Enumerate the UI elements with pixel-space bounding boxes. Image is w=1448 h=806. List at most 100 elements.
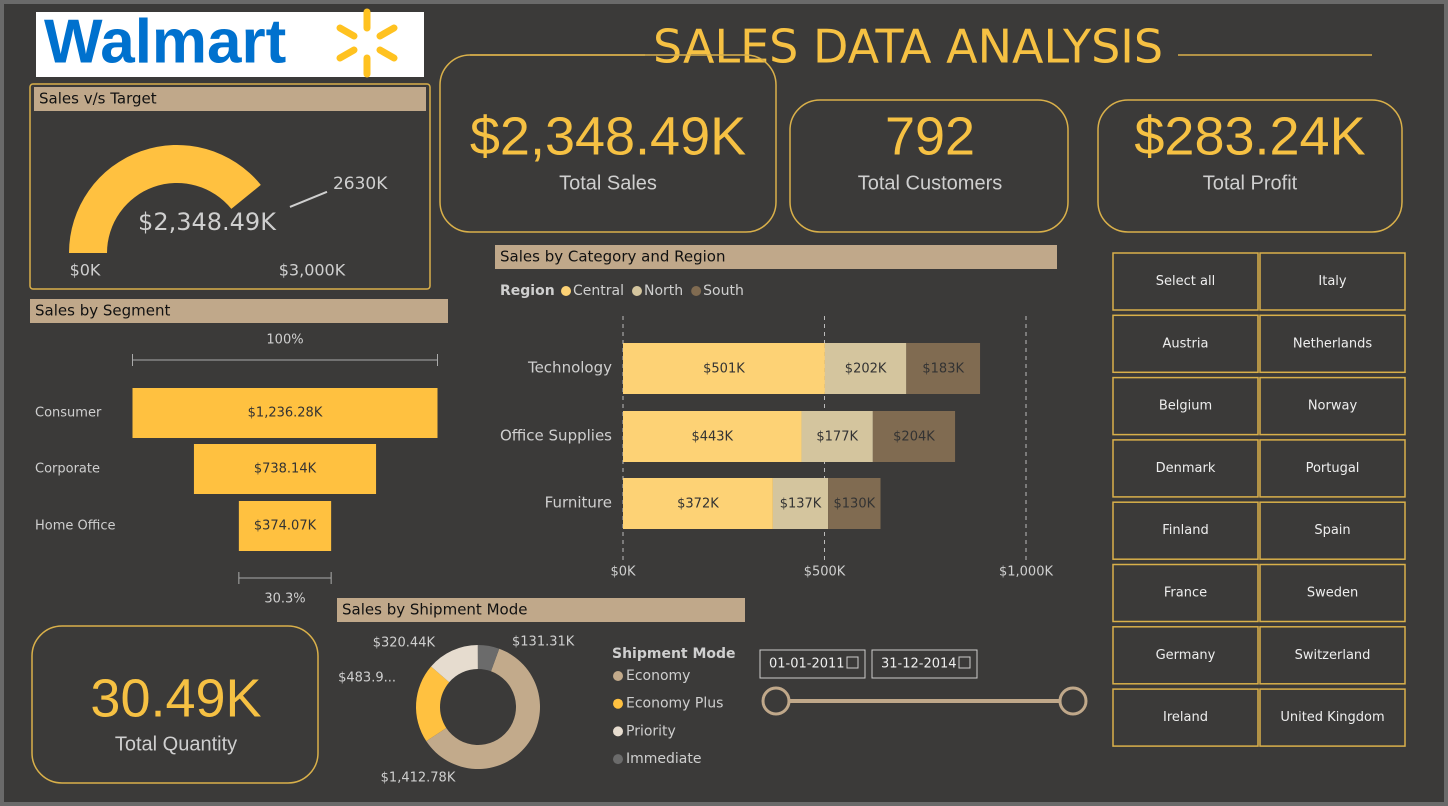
kpi-label: Total Customers — [858, 172, 1003, 194]
legend-marker — [631, 286, 642, 296]
country-button[interactable] — [1112, 501, 1259, 560]
kpi-card — [439, 54, 777, 233]
legend-marker — [613, 726, 623, 737]
bar-segment — [801, 411, 873, 462]
kpi-card — [31, 625, 319, 784]
date-input[interactable] — [759, 649, 866, 679]
bar-segment — [906, 343, 981, 394]
bar-value-label: $183K — [922, 362, 964, 377]
panel-title: Sales by Category and Region — [500, 248, 725, 266]
x-tick-label: $1,000K — [999, 565, 1053, 580]
gauge-min-label: $0K — [70, 261, 101, 280]
legend-label: Immediate — [626, 751, 701, 767]
panel-header — [495, 245, 1057, 269]
country-button[interactable] — [1259, 501, 1406, 560]
country-label: Austria — [1163, 336, 1209, 351]
page-title: SALES DATA ANALYSIS — [653, 20, 1163, 74]
panel — [29, 83, 431, 290]
country-label: Portugal — [1306, 461, 1360, 476]
donut-value-label: $320.44K — [373, 636, 436, 651]
donut-slice — [416, 666, 450, 742]
donut-value-label: $131.31K — [512, 635, 575, 650]
country-button[interactable] — [1112, 439, 1259, 498]
country-label: Italy — [1318, 274, 1347, 289]
y-category: Furniture — [545, 494, 612, 512]
donut-slice — [477, 645, 500, 672]
legend-label: Economy Plus — [626, 696, 723, 712]
country-label: Spain — [1314, 523, 1350, 538]
kpi-card — [789, 99, 1069, 233]
legend-marker — [613, 698, 623, 709]
bar-segment — [623, 343, 825, 394]
kpi-value: 792 — [885, 106, 975, 166]
country-button[interactable] — [1259, 563, 1406, 623]
legend-label: Central — [573, 283, 624, 299]
bar-value-label: $202K — [845, 362, 887, 377]
country-button[interactable] — [1259, 252, 1406, 311]
funnel-bottom-percent: 30.3% — [264, 592, 305, 607]
gauge-max-label: $3,000K — [279, 261, 346, 280]
bar-segment — [623, 411, 802, 462]
country-button[interactable] — [1112, 688, 1259, 747]
funnel-top-percent: 100% — [266, 333, 303, 348]
gauge-target — [289, 190, 328, 208]
country-button[interactable] — [1112, 626, 1259, 685]
calendar-icon — [958, 656, 971, 669]
funnel-category: Consumer — [35, 406, 102, 421]
bar-value-label: $204K — [893, 430, 935, 445]
funnel-bar — [132, 388, 438, 438]
country-label: Netherlands — [1293, 336, 1372, 351]
country-button[interactable] — [1259, 439, 1406, 498]
country-label: Belgium — [1159, 399, 1212, 414]
country-label: Finland — [1162, 523, 1208, 538]
country-label: United Kingdom — [1280, 710, 1384, 725]
x-tick-label: $500K — [804, 565, 846, 580]
country-button[interactable] — [1259, 314, 1406, 374]
legend-label: Priority — [626, 723, 676, 739]
kpi-label: Total Sales — [559, 172, 657, 194]
y-category: Office Supplies — [500, 427, 612, 445]
funnel-category: Home Office — [35, 519, 115, 534]
panel-header — [30, 299, 448, 323]
legend-title: Shipment Mode — [612, 646, 736, 662]
date-input[interactable] — [871, 649, 978, 679]
kpi-card — [1097, 99, 1403, 233]
panel-title: Sales by Shipment Mode — [342, 601, 527, 619]
slider-handle[interactable] — [1058, 686, 1088, 716]
panel-header — [34, 87, 426, 111]
country-button[interactable] — [1112, 563, 1259, 623]
gauge-value-label: $2,348.49K — [138, 208, 277, 236]
bar-segment — [824, 343, 907, 394]
country-button[interactable] — [1112, 252, 1259, 311]
legend-label: South — [703, 283, 744, 299]
funnel-value-label: $738.14K — [254, 462, 317, 477]
country-button[interactable] — [1112, 376, 1259, 436]
country-label: Switzerland — [1295, 648, 1371, 663]
country-label: Denmark — [1156, 461, 1216, 476]
gauge-target-label: 2630K — [333, 174, 388, 194]
country-button[interactable] — [1112, 314, 1259, 374]
country-button[interactable] — [1259, 626, 1406, 685]
kpi-value: 30.49K — [90, 668, 261, 728]
country-button[interactable] — [1259, 376, 1406, 436]
y-category: Technology — [527, 359, 612, 377]
gauge-arc — [69, 145, 261, 253]
funnel-value-label: $374.07K — [254, 519, 317, 534]
legend-marker — [613, 671, 623, 681]
donut-slice — [431, 645, 478, 683]
bar-value-label: $501K — [703, 362, 745, 377]
country-label: France — [1164, 586, 1207, 601]
calendar-icon — [846, 656, 859, 669]
country-button[interactable] — [1259, 688, 1406, 747]
slider-handle[interactable] — [761, 686, 791, 716]
bar-value-label: $443K — [691, 430, 733, 445]
panel-header — [337, 598, 745, 622]
bar-value-label: $137K — [780, 497, 822, 512]
country-label: Norway — [1308, 399, 1358, 414]
legend-marker — [691, 286, 702, 296]
kpi-value: $283.24K — [1134, 106, 1365, 166]
kpi-label: Total Profit — [1203, 172, 1298, 194]
legend-marker — [613, 754, 623, 765]
logo-box — [36, 12, 424, 77]
